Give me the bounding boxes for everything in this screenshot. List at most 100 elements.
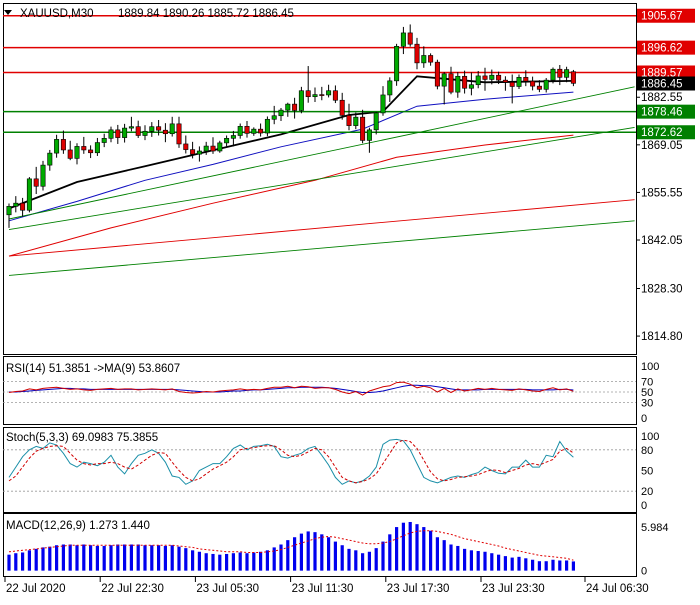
candle-bear	[448, 73, 454, 93]
macd-bar	[150, 545, 154, 571]
macd-bar	[163, 545, 167, 571]
rsi-tick-label: 30	[641, 397, 653, 409]
candle-bull	[122, 127, 128, 138]
candle-bear	[305, 90, 311, 98]
x-tick-label: 23 Jul 11:30	[292, 583, 354, 595]
candle-bear	[81, 146, 87, 151]
macd-bar	[14, 553, 18, 571]
stoch-title: Stoch(5,3,3) 69.0983 75.3855	[6, 432, 158, 444]
y-tick-label: 1869.05	[641, 140, 683, 152]
trend-green-2-line	[8, 126, 635, 231]
x-tick-label: 24 Jul 06:30	[586, 583, 649, 595]
candle-bull	[224, 138, 230, 144]
macd-bar	[143, 545, 147, 571]
stoch-tick-label: 20	[641, 486, 653, 498]
macd-bar	[211, 553, 215, 571]
rsi-pane-frame	[3, 356, 637, 425]
macd-pane-frame	[3, 513, 637, 577]
candle-bull	[128, 126, 134, 129]
macd-bar	[354, 550, 358, 571]
stoch-tick-label: 0	[641, 500, 647, 512]
macd-bar	[191, 550, 195, 571]
current-price-label: 1886.45	[641, 78, 683, 90]
candle-bear	[434, 61, 440, 87]
candle-bull	[421, 55, 427, 64]
macd-bar	[116, 544, 120, 571]
macd-bar	[340, 545, 344, 571]
rsi-line	[8, 381, 574, 396]
candle-bull	[516, 77, 522, 87]
candle-bear	[428, 55, 434, 63]
candle-bear	[570, 71, 576, 84]
macd-bar	[197, 551, 201, 571]
macd-bar	[490, 553, 494, 571]
candle-bull	[54, 139, 60, 154]
y-tick-label: 1814.80	[641, 331, 683, 343]
candle-bull	[251, 128, 257, 134]
rsi-tick-label: 70	[641, 377, 653, 389]
macd-bar	[565, 560, 569, 571]
macd-bar	[7, 554, 11, 571]
macd-bar	[517, 556, 521, 571]
macd-tick-label: 0	[641, 566, 647, 578]
candle-bull	[169, 123, 175, 135]
macd-bar	[347, 548, 351, 571]
level-tag	[637, 125, 695, 140]
macd-bar	[21, 552, 25, 571]
macd-bar	[429, 530, 433, 571]
stoch-main-line	[8, 438, 574, 485]
y-tick-label: 1882.55	[641, 92, 683, 104]
candle-bear	[115, 129, 121, 138]
candle-bull	[203, 145, 209, 152]
macd-bar	[225, 553, 229, 571]
macd-bar	[157, 545, 161, 571]
candle-bull	[264, 118, 270, 134]
macd-bar	[27, 550, 31, 571]
macd-bar	[388, 534, 392, 571]
macd-bar	[361, 553, 365, 571]
candle-bear	[502, 79, 508, 83]
trend-green-long-line	[8, 220, 635, 276]
macd-bar	[238, 552, 242, 571]
macd-bar	[320, 534, 324, 571]
symbol-title: XAUUSD,M30	[20, 8, 94, 20]
macd-bar	[123, 544, 127, 571]
candle-bull	[285, 103, 291, 111]
candle-bull	[271, 115, 277, 120]
macd-bar	[544, 561, 548, 571]
x-tick-label: 23 Jul 23:30	[482, 583, 545, 595]
candle-bull	[94, 142, 100, 154]
macd-bar	[435, 537, 439, 571]
dropdown-triangle-icon[interactable]	[4, 10, 12, 15]
macd-signal-line	[8, 530, 574, 561]
candle-bull	[387, 80, 393, 96]
macd-bar	[469, 550, 473, 571]
macd-bar	[551, 559, 555, 571]
macd-bar	[408, 521, 412, 571]
macd-bar	[327, 537, 331, 571]
candle-bear	[156, 126, 162, 131]
candle-bear	[244, 126, 250, 134]
stoch-tick-label: 50	[641, 466, 653, 478]
rsi-tick-label: 100	[641, 361, 659, 373]
x-tick-label: 23 Jul 17:30	[387, 583, 450, 595]
candle-bear	[509, 81, 515, 87]
level-tag	[637, 104, 695, 119]
stoch-tick-label: 100	[641, 431, 659, 443]
main-pane-frame	[3, 3, 637, 355]
ma-black-line	[8, 75, 574, 210]
macd-bar	[571, 561, 575, 571]
macd-bar	[231, 553, 235, 571]
macd-bar	[442, 540, 446, 571]
macd-bar	[313, 532, 317, 571]
macd-bar	[136, 544, 140, 571]
candle-bull	[373, 112, 379, 131]
macd-bar	[483, 551, 487, 571]
macd-bar	[259, 551, 263, 571]
y-tick-label: 1855.55	[641, 187, 683, 199]
candle-bear	[183, 143, 189, 150]
stoch-signal-line	[8, 439, 574, 484]
candle-bull	[550, 68, 556, 81]
candle-bear	[407, 32, 413, 45]
